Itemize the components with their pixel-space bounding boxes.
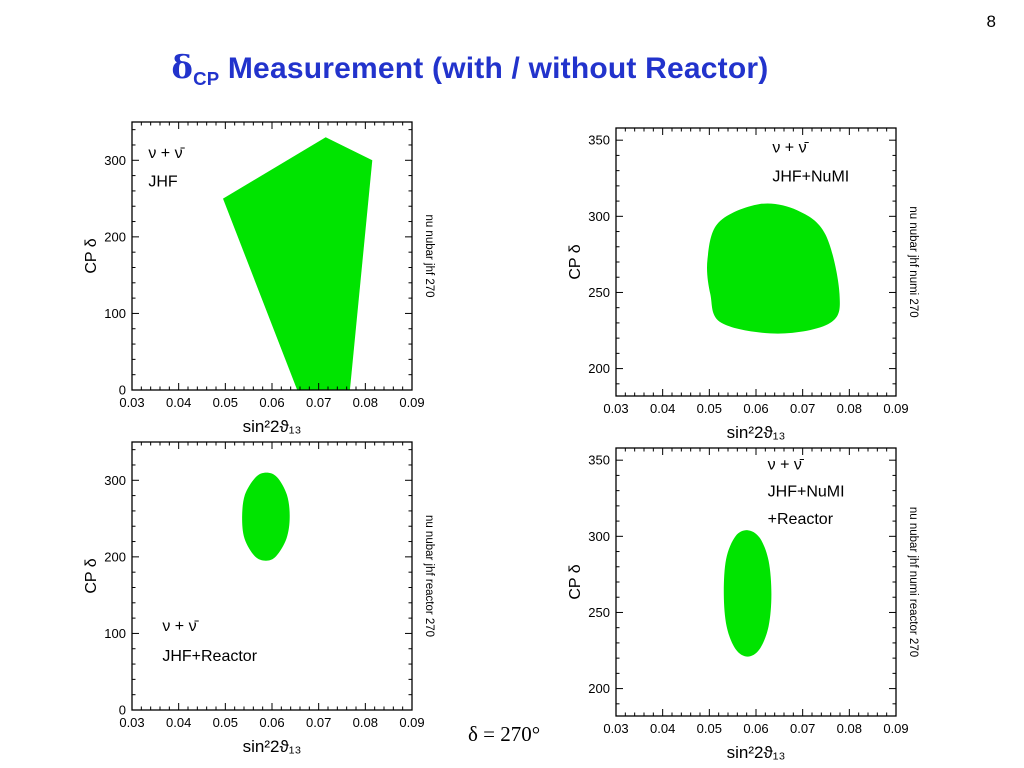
x-tick-label: 0.05 [213,715,238,730]
region-annotation: JHF+NuMI [772,168,849,185]
y-tick-label: 300 [588,209,610,224]
x-tick-label: 0.06 [743,721,768,736]
x-tick-label: 0.03 [603,721,628,736]
title-text: Measurement (with / without Reactor) [219,52,769,85]
y-axis-label: CP δ [567,244,584,279]
x-tick-label: 0.04 [166,395,191,410]
x-tick-label: 0.07 [306,395,331,410]
allowed-region [223,137,373,390]
side-label: nu nubar jhf numi 270 [907,206,919,317]
x-tick-label: 0.05 [697,721,722,736]
y-tick-label: 300 [104,153,126,168]
x-tick-label: 0.05 [697,401,722,416]
y-axis-label: CP δ [83,238,100,273]
region-annotation: JHF+NuMI [768,484,845,501]
y-tick-label: 200 [588,361,610,376]
y-tick-label: 300 [104,473,126,488]
y-tick-label: 300 [588,529,610,544]
x-tick-label: 0.08 [837,401,862,416]
x-tick-label: 0.07 [790,721,815,736]
x-tick-label: 0.09 [399,715,424,730]
x-tick-label: 0.09 [883,721,908,736]
x-tick-label: 0.08 [353,715,378,730]
region-annotation: ν + ν̄ [162,618,199,635]
y-tick-label: 0 [119,383,126,398]
x-tick-label: 0.04 [650,401,675,416]
x-axis-label: sin²2ϑ₁₃ [243,737,302,756]
allowed-region [242,472,290,561]
side-label: nu nubar jhf 270 [423,214,435,297]
region-annotation: +Reactor [768,511,834,528]
x-tick-label: 0.03 [119,395,144,410]
region-annotation: JHF+Reactor [162,648,257,665]
x-tick-label: 0.08 [353,395,378,410]
plot-canvas-jhf-numi: 0.03 0.04 0.05 0.06 0.07 0.08 0.09 200 250 300 350… [567,127,919,442]
region-annotation: ν + ν̄ [772,139,809,156]
y-tick-label: 350 [588,453,610,468]
x-tick-label: 0.06 [743,401,768,416]
y-tick-label: 250 [588,285,610,300]
y-tick-label: 200 [104,229,126,244]
title-subscript: CP [193,68,220,89]
x-tick-label: 0.04 [166,715,191,730]
region-annotation: ν + ν̄ [768,456,805,473]
x-tick-label: 0.04 [650,721,675,736]
y-tick-label: 0 [119,703,126,718]
region-annotation: JHF [148,173,178,190]
x-tick-label: 0.05 [213,395,238,410]
x-tick-label: 0.07 [306,715,331,730]
plot-canvas-jhf: 0.03 0.04 0.05 0.06 0.07 0.08 0.09 0 100 200 300 si… [83,121,435,436]
plot-jhf-numi-reactor: 0.03 0.04 0.05 0.06 0.07 0.08 0.09 200 250 300 350… [562,438,934,768]
y-tick-label: 200 [588,681,610,696]
allowed-region [723,530,772,657]
allowed-region [707,203,840,334]
plot-jhf: 0.03 0.04 0.05 0.06 0.07 0.08 0.09 0 100 200 300 si… [78,112,450,451]
plot-canvas-jhf-numi-reactor: 0.03 0.04 0.05 0.06 0.07 0.08 0.09 200 250 300 350… [567,447,919,762]
x-tick-label: 0.09 [399,395,424,410]
slide-title: δCP Measurement (with / without Reactor) [0,48,940,90]
y-tick-label: 350 [588,133,610,148]
x-axis-label: sin²2ϑ₁₃ [243,417,302,436]
y-tick-label: 100 [104,306,126,321]
x-tick-label: 0.08 [837,721,862,736]
delta-value-note: δ = 270° [468,722,541,746]
y-tick-label: 200 [104,549,126,564]
x-tick-label: 0.03 [603,401,628,416]
x-tick-label: 0.06 [259,395,284,410]
x-tick-label: 0.06 [259,715,284,730]
title-delta-symbol: δ [171,48,194,86]
y-tick-label: 100 [104,626,126,641]
plot-jhf-reactor: 0.03 0.04 0.05 0.06 0.07 0.08 0.09 0 100 200 300 si… [78,432,450,768]
side-label: nu nubar jhf numi reactor 270 [907,507,919,657]
page-number: 8 [986,12,996,31]
x-axis-label: sin²2ϑ₁₃ [727,743,786,762]
y-axis-label: CP δ [83,558,100,593]
x-tick-label: 0.03 [119,715,144,730]
region-annotation: ν + ν̄ [148,145,185,162]
x-tick-label: 0.07 [790,401,815,416]
plot-canvas-jhf-reactor: 0.03 0.04 0.05 0.06 0.07 0.08 0.09 0 100 200 300 si… [83,441,435,756]
plot-jhf-numi: 0.03 0.04 0.05 0.06 0.07 0.08 0.09 200 250 300 350… [562,118,934,457]
side-label: nu nubar jhf reactor 270 [423,515,435,637]
y-axis-label: CP δ [567,564,584,599]
x-axis-label: sin²2ϑ₁₃ [727,423,786,442]
x-tick-label: 0.09 [883,401,908,416]
y-tick-label: 250 [588,605,610,620]
